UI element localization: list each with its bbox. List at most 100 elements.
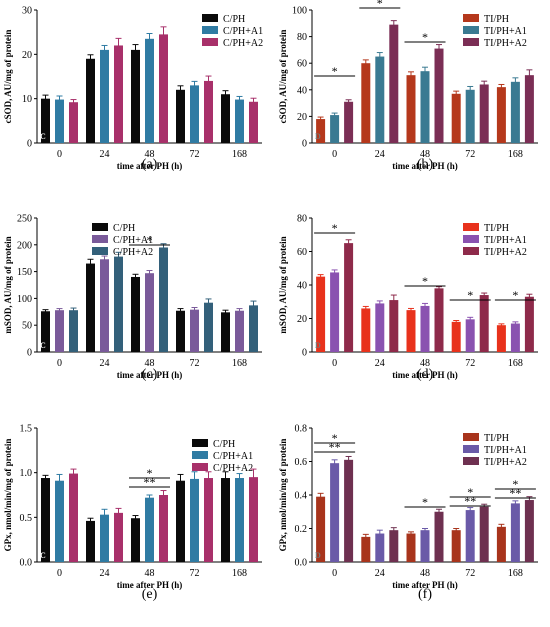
y-tick-label: 200 bbox=[17, 240, 32, 251]
bar bbox=[176, 480, 185, 562]
legend-label: TI/PH+A2 bbox=[484, 457, 527, 468]
y-tick-label: 40 bbox=[297, 85, 307, 96]
bar bbox=[114, 45, 123, 143]
y-tick-label: 0.4 bbox=[295, 491, 308, 502]
y-tick-label: 0.5 bbox=[20, 513, 33, 524]
x-tick-label: 24 bbox=[100, 149, 110, 160]
x-axis-label: time after PH (h) bbox=[392, 161, 458, 171]
bar bbox=[131, 276, 140, 352]
bar bbox=[316, 496, 326, 562]
bar bbox=[420, 530, 430, 562]
legend-label: C/PH+A2 bbox=[213, 463, 253, 474]
y-tick-label: 20 bbox=[22, 50, 32, 61]
bar bbox=[451, 93, 461, 143]
panel-corner-label: C bbox=[40, 341, 46, 350]
y-tick-label: 20 bbox=[297, 112, 307, 123]
bar bbox=[420, 305, 430, 352]
bar bbox=[190, 85, 199, 143]
bar bbox=[389, 530, 399, 562]
y-tick-label: 40 bbox=[297, 281, 307, 292]
significance-marker: * bbox=[422, 30, 428, 44]
bar bbox=[496, 87, 506, 143]
bar bbox=[524, 75, 534, 143]
bar bbox=[406, 533, 416, 562]
legend-label: C/PH bbox=[213, 439, 235, 450]
bar bbox=[479, 295, 489, 352]
bar bbox=[145, 497, 154, 562]
x-tick-label: 24 bbox=[375, 568, 385, 579]
y-tick-label: 50 bbox=[22, 321, 32, 332]
legend-label: C/PH+A1 bbox=[213, 451, 253, 462]
significance-marker: * bbox=[147, 466, 153, 480]
panel-label: (d) bbox=[417, 367, 434, 382]
bar bbox=[114, 512, 123, 562]
x-tick-label: 48 bbox=[420, 149, 430, 160]
y-tick-label: 250 bbox=[17, 214, 32, 225]
bar bbox=[204, 302, 213, 352]
significance-marker: * bbox=[467, 485, 473, 499]
bar bbox=[86, 58, 95, 144]
x-tick-label: 72 bbox=[190, 149, 200, 160]
bar bbox=[510, 81, 520, 143]
significance-marker: ** bbox=[464, 494, 476, 508]
y-tick-label: 0.0 bbox=[295, 558, 308, 569]
legend-label: TI/PH bbox=[484, 14, 509, 25]
x-tick-label: 24 bbox=[375, 149, 385, 160]
bar bbox=[479, 506, 489, 562]
y-tick-label: 0 bbox=[302, 139, 307, 150]
x-tick-label: 48 bbox=[145, 149, 155, 160]
bar bbox=[190, 309, 199, 352]
y-tick-label: 0 bbox=[27, 348, 32, 359]
significance-marker: * bbox=[512, 288, 518, 302]
significance-marker: * bbox=[422, 274, 428, 288]
legend-swatch bbox=[92, 235, 108, 243]
x-tick-label: 0 bbox=[332, 149, 337, 160]
panel-corner-label: C bbox=[40, 551, 46, 560]
bar bbox=[479, 84, 489, 143]
bar bbox=[389, 24, 399, 144]
bar bbox=[114, 256, 123, 352]
bar bbox=[131, 518, 140, 562]
x-tick-label: 0 bbox=[57, 568, 62, 579]
x-tick-label: 48 bbox=[145, 568, 155, 579]
legend-label: TI/PH bbox=[484, 223, 509, 234]
bar bbox=[361, 63, 371, 144]
legend-label: C/PH+A2 bbox=[223, 38, 263, 49]
legend-label: TI/PH bbox=[484, 433, 509, 444]
y-axis-label: GPx, nmol/min/mg of protein bbox=[3, 439, 13, 552]
y-tick-label: 100 bbox=[17, 294, 32, 305]
legend-label: TI/PH+A1 bbox=[484, 235, 527, 246]
bar bbox=[204, 478, 213, 562]
x-axis-label: time after PH (h) bbox=[392, 580, 458, 590]
x-tick-label: 72 bbox=[465, 358, 475, 369]
bar bbox=[69, 102, 78, 143]
x-tick-label: 48 bbox=[145, 358, 155, 369]
legend-swatch bbox=[463, 235, 479, 243]
bar bbox=[159, 247, 168, 352]
legend-swatch bbox=[463, 247, 479, 255]
bar bbox=[316, 119, 326, 143]
bar bbox=[330, 272, 340, 352]
y-tick-label: 60 bbox=[297, 247, 307, 258]
y-tick-label: 80 bbox=[297, 214, 307, 225]
bar bbox=[406, 310, 416, 352]
bar bbox=[221, 478, 230, 562]
bar bbox=[221, 94, 230, 143]
panel-corner-label: D bbox=[315, 341, 321, 350]
legend-swatch bbox=[202, 26, 218, 34]
y-tick-label: 0.6 bbox=[295, 457, 308, 468]
legend-swatch bbox=[92, 247, 108, 255]
significance-marker: ** bbox=[144, 475, 156, 489]
bar bbox=[465, 319, 475, 352]
legend-swatch bbox=[202, 14, 218, 22]
x-axis-label: time after PH (h) bbox=[392, 370, 458, 380]
bar bbox=[361, 308, 371, 352]
legend-swatch bbox=[463, 445, 479, 453]
bar bbox=[361, 536, 371, 562]
bar bbox=[510, 323, 520, 352]
bar bbox=[86, 520, 95, 562]
bar bbox=[100, 514, 109, 562]
bar bbox=[496, 325, 506, 352]
